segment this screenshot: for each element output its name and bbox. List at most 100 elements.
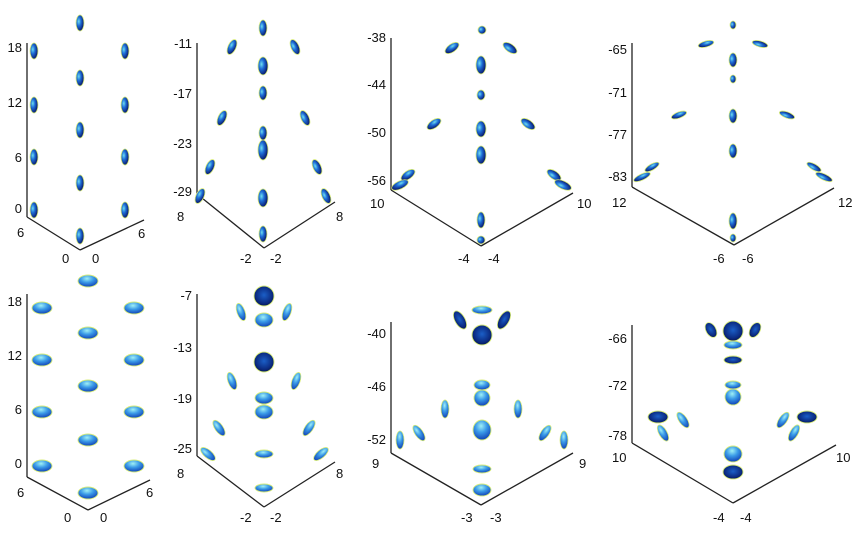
ellipsoid <box>120 42 130 60</box>
ellipsoid <box>779 110 795 120</box>
z-tick: 0 <box>15 456 22 471</box>
ellipsoid <box>75 69 85 87</box>
ellipsoid <box>728 108 738 124</box>
ellipsoid <box>644 161 660 173</box>
z-tick: 12 <box>8 95 22 110</box>
ellipsoid <box>226 372 238 390</box>
y-axis-right <box>263 461 336 508</box>
ellipsoid <box>235 303 247 321</box>
panel-r2c1: 18 12 6 0 6 0 0 6 <box>8 274 153 525</box>
y-tick: 12 <box>838 195 852 210</box>
ellipsoid <box>258 125 268 141</box>
ellipsoid <box>212 419 226 437</box>
z-tick: 0 <box>15 201 22 216</box>
ellipsoid <box>254 404 274 420</box>
ellipsoid <box>728 143 738 159</box>
ellipsoid <box>31 405 53 419</box>
panel-r2c2: -7 -13 -19 -25 8 -2 -2 8 <box>173 285 343 525</box>
ellipsoid <box>77 486 99 500</box>
ellipsoid <box>29 148 39 166</box>
y-tick: 8 <box>336 209 343 224</box>
ellipsoid <box>633 171 651 183</box>
ellipsoid <box>120 96 130 114</box>
ellipsoid <box>257 188 269 208</box>
panel-r1c3: -38 -44 -50 -56 10 -4 -4 10 <box>367 25 591 266</box>
z-tick: -23 <box>173 136 192 151</box>
y-tick: 0 <box>100 510 107 525</box>
y-tick: -6 <box>742 251 754 266</box>
z-tick: -52 <box>367 432 386 447</box>
ellipsoid <box>194 188 206 204</box>
ellipsoid <box>299 110 311 126</box>
ellipsoid <box>77 326 99 340</box>
x-axis-left <box>26 476 89 511</box>
ellipsoid <box>472 464 492 474</box>
y-axis-right <box>79 219 145 251</box>
ellipsoid <box>723 445 743 463</box>
ellipsoid-group <box>29 14 130 245</box>
z-tick: -72 <box>608 378 627 393</box>
ellipsoid <box>75 121 85 139</box>
ellipsoid <box>723 355 743 365</box>
ellipsoid <box>29 42 39 60</box>
z-tick: -56 <box>367 173 386 188</box>
ellipsoid <box>289 39 301 55</box>
y-tick: 10 <box>836 450 850 465</box>
z-tick: -77 <box>608 127 627 142</box>
ellipsoid <box>75 227 85 245</box>
ellipsoid <box>656 424 670 442</box>
x-tick: 0 <box>62 251 69 266</box>
x-tick: -4 <box>713 510 725 525</box>
z-tick: -29 <box>173 184 192 199</box>
z-tick: -38 <box>367 30 386 45</box>
ellipsoid <box>254 449 274 459</box>
panel-r2c4: -66 -72 -78 10 -4 -4 10 <box>608 320 850 525</box>
ellipsoid <box>254 391 274 405</box>
panel-r1c2: -11 -17 -23 -29 8 -2 -2 8 <box>173 19 343 266</box>
x-axis-left <box>196 193 265 249</box>
z-tick: -19 <box>173 391 192 406</box>
ellipsoid <box>728 52 738 68</box>
y-tick: 6 <box>146 485 153 500</box>
ellipsoid <box>697 40 715 48</box>
x-axis-left <box>390 452 482 506</box>
ellipsoid <box>476 89 486 101</box>
ellipsoid <box>31 459 53 473</box>
ellipsoid <box>123 353 145 367</box>
ellipsoid <box>257 56 269 76</box>
z-tick: -78 <box>608 428 627 443</box>
ellipsoid <box>75 14 85 32</box>
x-tick: 12 <box>612 195 626 210</box>
ellipsoid <box>120 148 130 166</box>
z-tick: -83 <box>608 169 627 184</box>
ellipsoid <box>475 145 487 165</box>
x-tick: 10 <box>612 450 626 465</box>
ellipsoid <box>559 430 569 450</box>
ellipsoid <box>391 179 409 191</box>
ellipsoid <box>472 483 492 497</box>
y-axis-right <box>732 444 837 504</box>
ellipsoid <box>258 85 268 101</box>
x-tick: 10 <box>370 196 384 211</box>
x-tick: 8 <box>177 466 184 481</box>
ellipsoid-group <box>633 20 833 243</box>
y-tick: 6 <box>138 226 145 241</box>
ellipsoid <box>257 139 269 161</box>
ellipsoid <box>216 110 228 126</box>
ellipsoid <box>723 340 743 350</box>
ellipsoid <box>123 459 145 473</box>
x-tick: 6 <box>17 485 24 500</box>
x-tick: -2 <box>240 510 252 525</box>
x-tick: 6 <box>17 225 24 240</box>
ellipsoid <box>475 120 487 138</box>
ellipsoid <box>31 353 53 367</box>
y-tick: 8 <box>336 466 343 481</box>
ellipsoid <box>313 447 329 461</box>
ellipsoid <box>502 41 518 55</box>
ellipsoid <box>253 285 275 307</box>
ellipsoid <box>704 322 718 338</box>
ellipsoid <box>722 320 744 342</box>
ellipsoid <box>258 225 268 243</box>
y-tick: -3 <box>490 510 502 525</box>
